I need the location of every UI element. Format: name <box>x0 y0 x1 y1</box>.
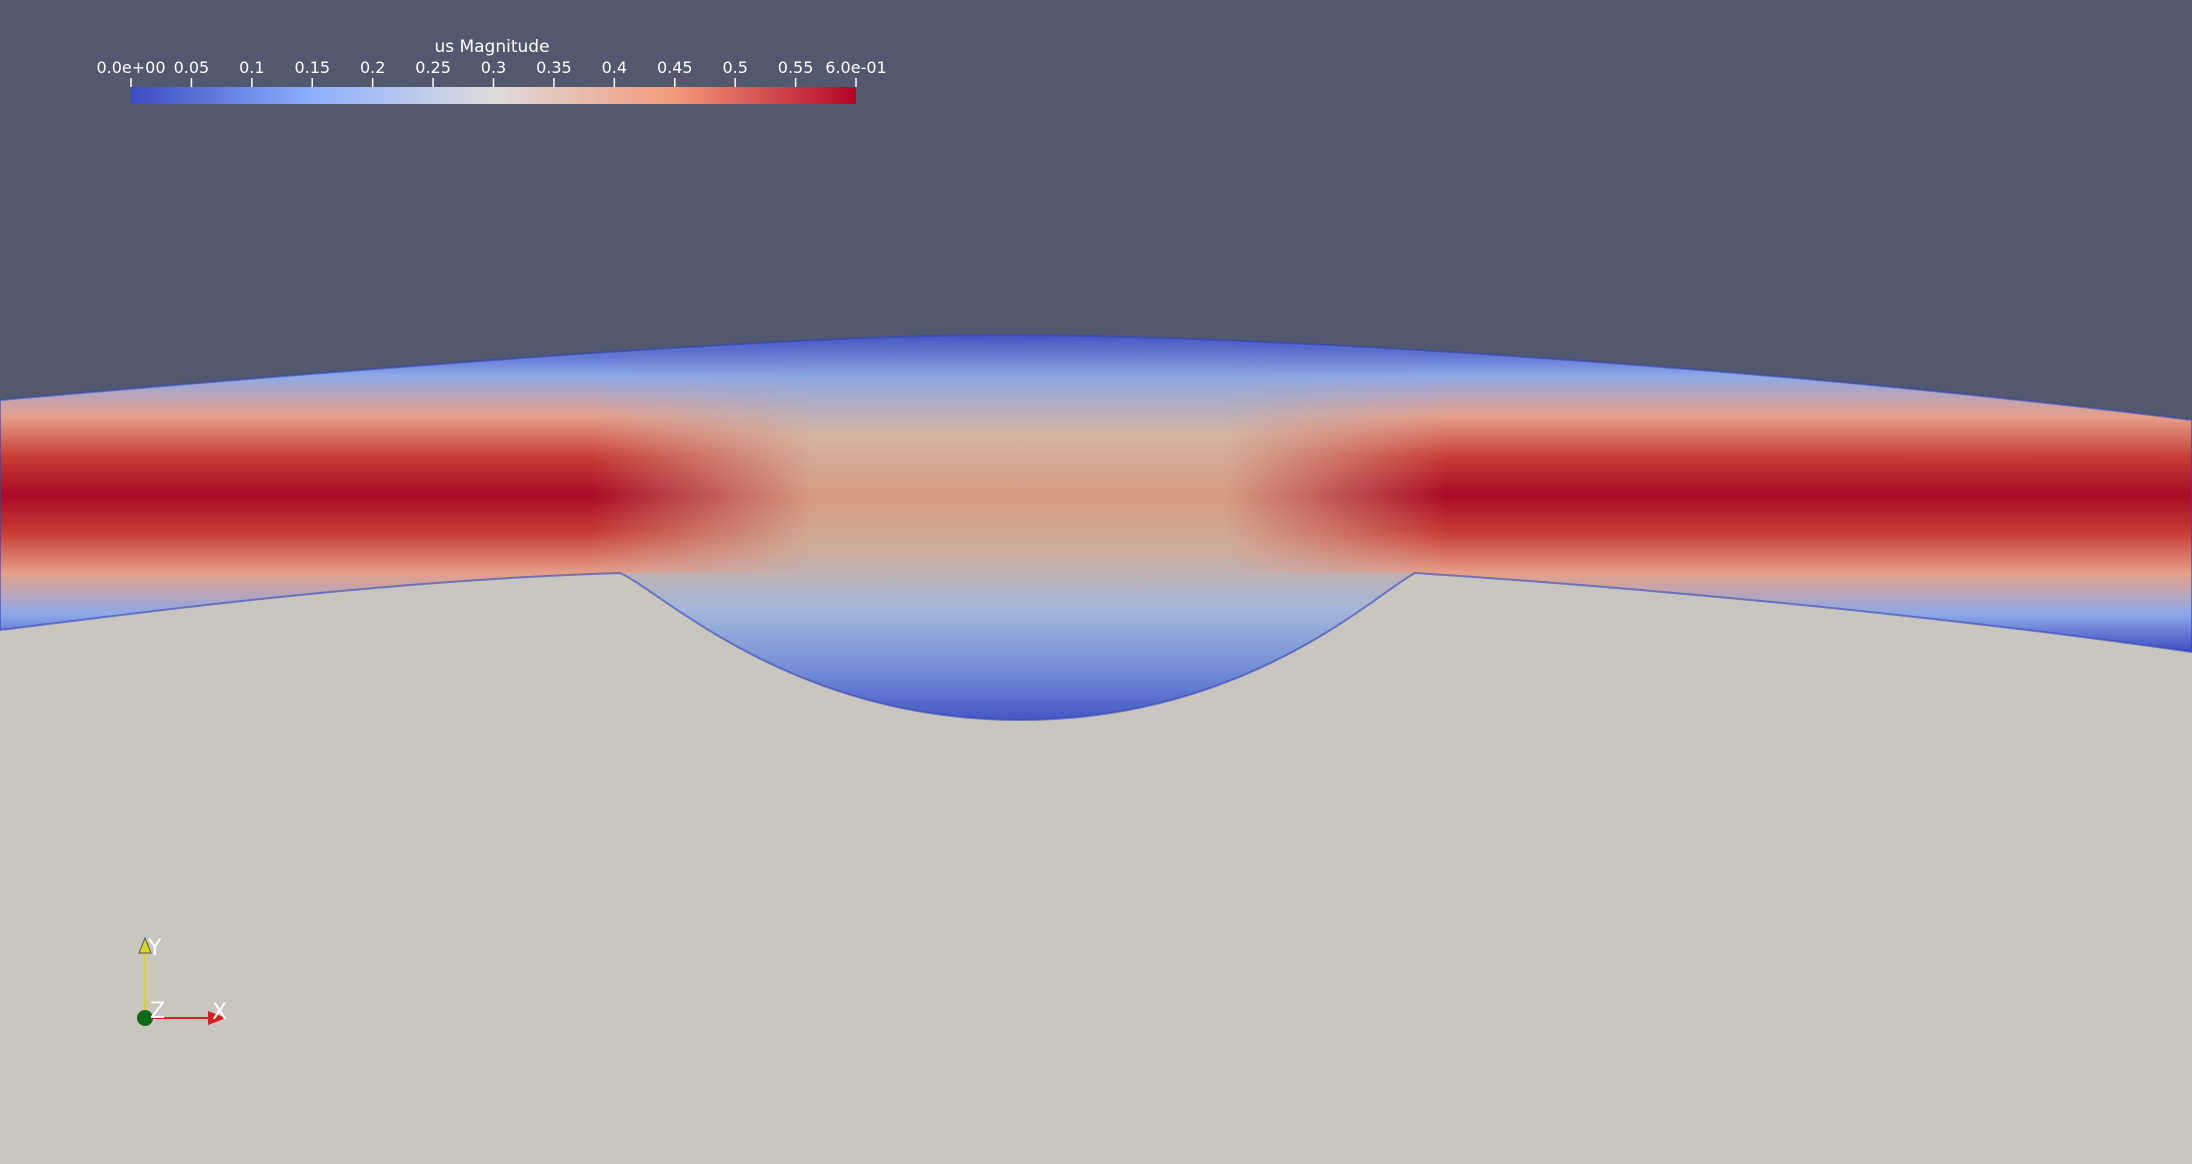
ground-surface <box>0 573 2192 1164</box>
channel-outline <box>0 333 2192 722</box>
